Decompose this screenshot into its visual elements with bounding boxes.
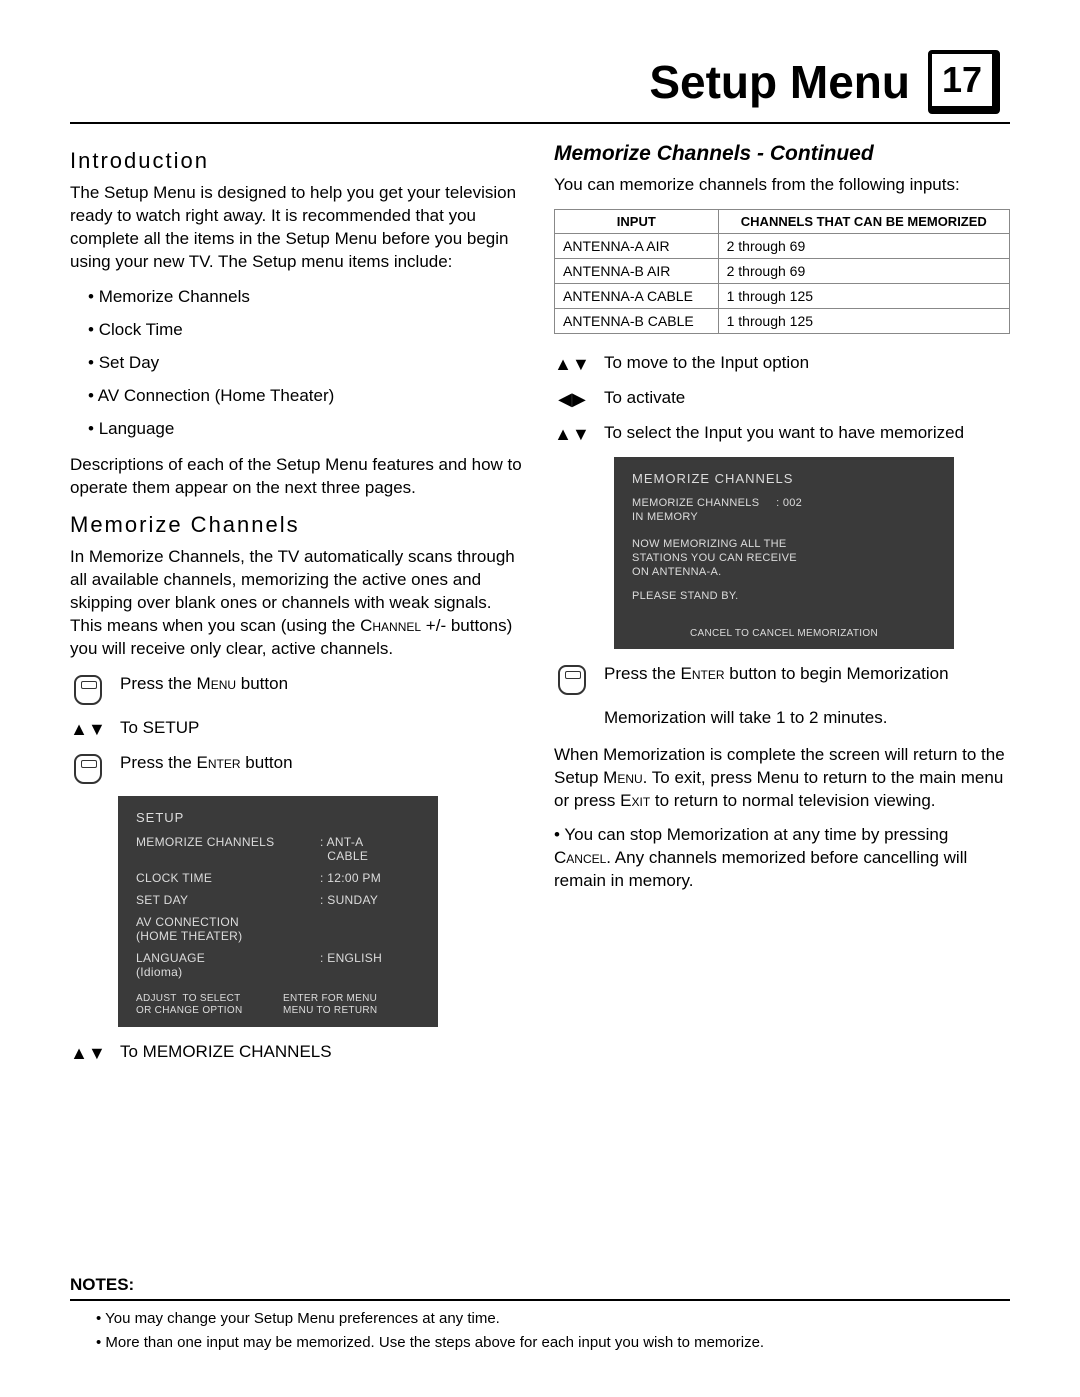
updown-icon: ▲▼ <box>554 352 590 375</box>
setup-osd-screenshot: SETUP MEMORIZE CHANNELS: ANT-A CABLE CLO… <box>118 796 438 1027</box>
page-number: 17 <box>942 59 982 101</box>
updown-icon: ▲▼ <box>70 717 106 740</box>
remote-icon <box>70 673 106 705</box>
setup-item: Clock Time <box>88 319 526 342</box>
nav-text: To select the Input you want to have mem… <box>604 422 1010 445</box>
nav-row: ▲▼ To select the Input you want to have … <box>554 422 1010 445</box>
introduction-heading: Introduction <box>70 148 526 174</box>
step-row: Press the Enter button to begin Memoriza… <box>554 663 1010 695</box>
notes-list: You may change your Setup Menu preferenc… <box>70 1309 1010 1354</box>
step-text: Press the Menu button <box>120 673 526 696</box>
nav-row: ◀▶ To activate <box>554 387 1010 410</box>
input-table: INPUT CHANNELS THAT CAN BE MEMORIZED ANT… <box>554 209 1010 334</box>
remote-icon <box>554 663 590 695</box>
step-row: Press the Enter button <box>70 752 526 784</box>
table-header: CHANNELS THAT CAN BE MEMORIZED <box>718 209 1009 233</box>
notes-rule <box>70 1299 1010 1301</box>
intro-paragraph-2: Descriptions of each of the Setup Menu f… <box>70 454 526 500</box>
continued-p1: You can memorize channels from the follo… <box>554 174 1010 197</box>
nav-row: ▲▼ To move to the Input option <box>554 352 1010 375</box>
osd-title: MEMORIZE CHANNELS <box>632 471 936 486</box>
memorize-heading: Memorize Channels <box>70 512 526 538</box>
stop-paragraph: • You can stop Memorization at any time … <box>554 824 1010 893</box>
step-text: To SETUP <box>120 717 526 740</box>
page-header: Setup Menu 17 <box>70 50 1010 114</box>
setup-item: Language <box>88 418 526 441</box>
page-title: Setup Menu <box>649 55 910 109</box>
setup-item: Memorize Channels <box>88 286 526 309</box>
notes-item: More than one input may be memorized. Us… <box>96 1333 1010 1353</box>
setup-item: Set Day <box>88 352 526 375</box>
notes-title: NOTES: <box>70 1275 1010 1295</box>
right-column: Memorize Channels - Continued You can me… <box>554 142 1010 1076</box>
table-row: ANTENNA-B CABLE1 through 125 <box>555 308 1010 333</box>
memorize-osd-screenshot: MEMORIZE CHANNELS MEMORIZE CHANNELS : 00… <box>614 457 954 649</box>
step-row: ▲▼ To SETUP <box>70 717 526 740</box>
leftright-icon: ◀▶ <box>554 387 590 410</box>
channel-word: Channel <box>360 616 421 635</box>
step-text: To MEMORIZE CHANNELS <box>120 1041 526 1064</box>
updown-icon: ▲▼ <box>554 422 590 445</box>
nav-text: To activate <box>604 387 1010 410</box>
notes-item: You may change your Setup Menu preferenc… <box>96 1309 1010 1329</box>
step-row: ▲▼ To MEMORIZE CHANNELS <box>70 1041 526 1064</box>
mem-time-text: Memorization will take 1 to 2 minutes. <box>604 707 1010 730</box>
intro-paragraph-1: The Setup Menu is designed to help you g… <box>70 182 526 274</box>
step-text: Press the Enter button <box>120 752 526 775</box>
table-header-row: INPUT CHANNELS THAT CAN BE MEMORIZED <box>555 209 1010 233</box>
header-rule <box>70 122 1010 124</box>
table-row: ANTENNA-A CABLE1 through 125 <box>555 283 1010 308</box>
left-column: Introduction The Setup Menu is designed … <box>70 142 526 1076</box>
nav-text: To move to the Input option <box>604 352 1010 375</box>
steps-list: Press the Menu button ▲▼ To SETUP Press … <box>70 673 526 784</box>
memorize-paragraph: In Memorize Channels, the TV automatical… <box>70 546 526 661</box>
continued-heading: Memorize Channels - Continued <box>554 142 1010 166</box>
step-text: Press the Enter button to begin Memoriza… <box>604 663 1010 686</box>
osd-title: SETUP <box>136 810 420 825</box>
table-row: ANTENNA-B AIR2 through 69 <box>555 258 1010 283</box>
updown-icon: ▲▼ <box>70 1041 106 1064</box>
notes-section: NOTES: You may change your Setup Menu pr… <box>70 1275 1010 1358</box>
setup-item: AV Connection (Home Theater) <box>88 385 526 408</box>
step-row: Press the Menu button <box>70 673 526 705</box>
table-header: INPUT <box>555 209 719 233</box>
table-row: ANTENNA-A AIR2 through 69 <box>555 233 1010 258</box>
setup-items-list: Memorize Channels Clock Time Set Day AV … <box>70 286 526 441</box>
content-columns: Introduction The Setup Menu is designed … <box>70 142 1010 1076</box>
complete-paragraph: When Memorization is complete the screen… <box>554 744 1010 813</box>
remote-icon <box>70 752 106 784</box>
page-number-box: 17 <box>928 50 1000 114</box>
